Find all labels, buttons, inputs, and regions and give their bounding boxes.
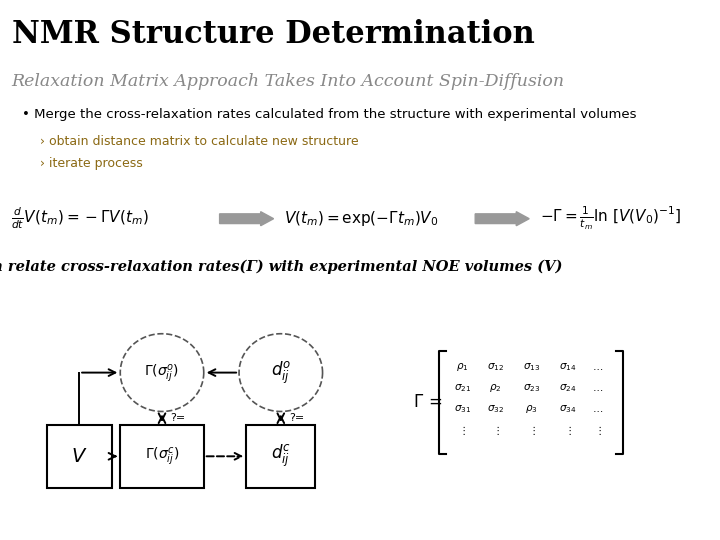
Text: $d_{ij}^{c}$: $d_{ij}^{c}$ xyxy=(271,443,291,469)
Text: $\sigma_{21}$: $\sigma_{21}$ xyxy=(454,382,471,394)
Text: $\rho_2$: $\rho_2$ xyxy=(489,382,502,394)
Text: $V(t_m) = \exp(-\Gamma t_m)V_0$: $V(t_m) = \exp(-\Gamma t_m)V_0$ xyxy=(284,209,439,228)
FancyArrow shape xyxy=(220,212,274,226)
Text: $\vdots$: $\vdots$ xyxy=(459,424,466,437)
Text: $\vdots$: $\vdots$ xyxy=(528,424,535,437)
Text: $\Gamma\,=$: $\Gamma\,=$ xyxy=(413,393,443,411)
Text: $\Gamma(\sigma_{ij}^{o})$: $\Gamma(\sigma_{ij}^{o})$ xyxy=(145,362,179,383)
Text: $d_{ij}^{o}$: $d_{ij}^{o}$ xyxy=(271,360,291,386)
Text: $\sigma_{34}$: $\sigma_{34}$ xyxy=(559,403,576,415)
FancyArrow shape xyxy=(475,212,529,226)
Text: • Merge the cross-relaxation rates calculated from the structure with experiment: • Merge the cross-relaxation rates calcu… xyxy=(22,108,636,121)
Text: ?=: ?= xyxy=(289,413,305,423)
Text: $\vdots$: $\vdots$ xyxy=(594,424,601,437)
Text: $\Gamma(\sigma_{ij}^{c})$: $\Gamma(\sigma_{ij}^{c})$ xyxy=(145,446,179,467)
Text: $\sigma_{12}$: $\sigma_{12}$ xyxy=(487,361,504,373)
Text: › iterate process: › iterate process xyxy=(40,157,143,170)
Text: $\sigma_{13}$: $\sigma_{13}$ xyxy=(523,361,540,373)
Text: $\ldots$: $\ldots$ xyxy=(592,362,603,372)
Text: $\rho_3$: $\rho_3$ xyxy=(525,403,538,415)
Text: $\sigma_{31}$: $\sigma_{31}$ xyxy=(454,403,471,415)
Text: NMR Structure Determination: NMR Structure Determination xyxy=(12,19,534,50)
Text: $\ldots$: $\ldots$ xyxy=(592,383,603,393)
Text: $\rho_1$: $\rho_1$ xyxy=(456,361,469,373)
Text: Relaxation Matrix Approach Takes Into Account Spin-Diffusion: Relaxation Matrix Approach Takes Into Ac… xyxy=(12,73,564,90)
Text: $\ldots$: $\ldots$ xyxy=(592,404,603,414)
Text: $\sigma_{14}$: $\sigma_{14}$ xyxy=(559,361,576,373)
Text: $\sigma_{32}$: $\sigma_{32}$ xyxy=(487,403,504,415)
Text: ?=: ?= xyxy=(171,413,186,423)
Text: $-\Gamma = \frac{1}{t_m}\ln\,[V(V_0)^{-1}]$: $-\Gamma = \frac{1}{t_m}\ln\,[V(V_0)^{-1… xyxy=(540,205,682,232)
Text: $\frac{d}{dt}V(t_m) = -\Gamma V(t_m)$: $\frac{d}{dt}V(t_m) = -\Gamma V(t_m)$ xyxy=(11,206,148,232)
Text: $\vdots$: $\vdots$ xyxy=(564,424,571,437)
Text: Can relate cross-relaxation rates(Γ) with experimental NOE volumes (V): Can relate cross-relaxation rates(Γ) wit… xyxy=(0,259,562,274)
Text: › obtain distance matrix to calculate new structure: › obtain distance matrix to calculate ne… xyxy=(40,135,359,148)
Text: $V$: $V$ xyxy=(71,447,87,466)
Text: $\sigma_{23}$: $\sigma_{23}$ xyxy=(523,382,540,394)
Text: $\sigma_{24}$: $\sigma_{24}$ xyxy=(559,382,576,394)
Text: $\vdots$: $\vdots$ xyxy=(492,424,499,437)
